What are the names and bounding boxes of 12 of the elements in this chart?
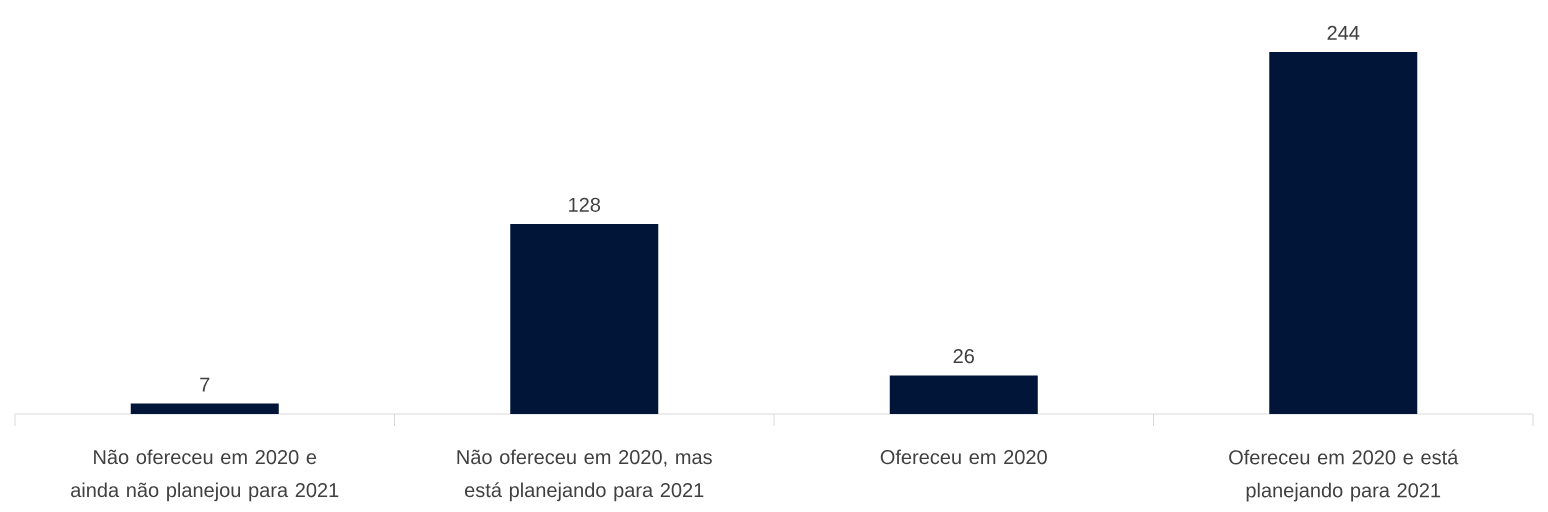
bar: [130, 403, 279, 414]
data-label: 128: [569, 197, 601, 212]
x-tick-label: Não ofereceu em 2020 e ainda não planejou para 2021: [71, 449, 339, 502]
data-label: 26: [953, 349, 974, 364]
x-tick-label: Não ofereceu em 2020, mas está planejando para 2021: [457, 449, 712, 502]
bar: [1269, 52, 1418, 414]
bar: [889, 375, 1038, 414]
bar: [510, 224, 659, 414]
data-label: 7: [200, 377, 210, 392]
x-tick-label: Ofereceu em 2020: [880, 449, 1047, 465]
data-label: 244: [1327, 25, 1360, 40]
x-tick-label: Ofereceu em 2020 e está planejando para 2021: [1229, 449, 1459, 502]
